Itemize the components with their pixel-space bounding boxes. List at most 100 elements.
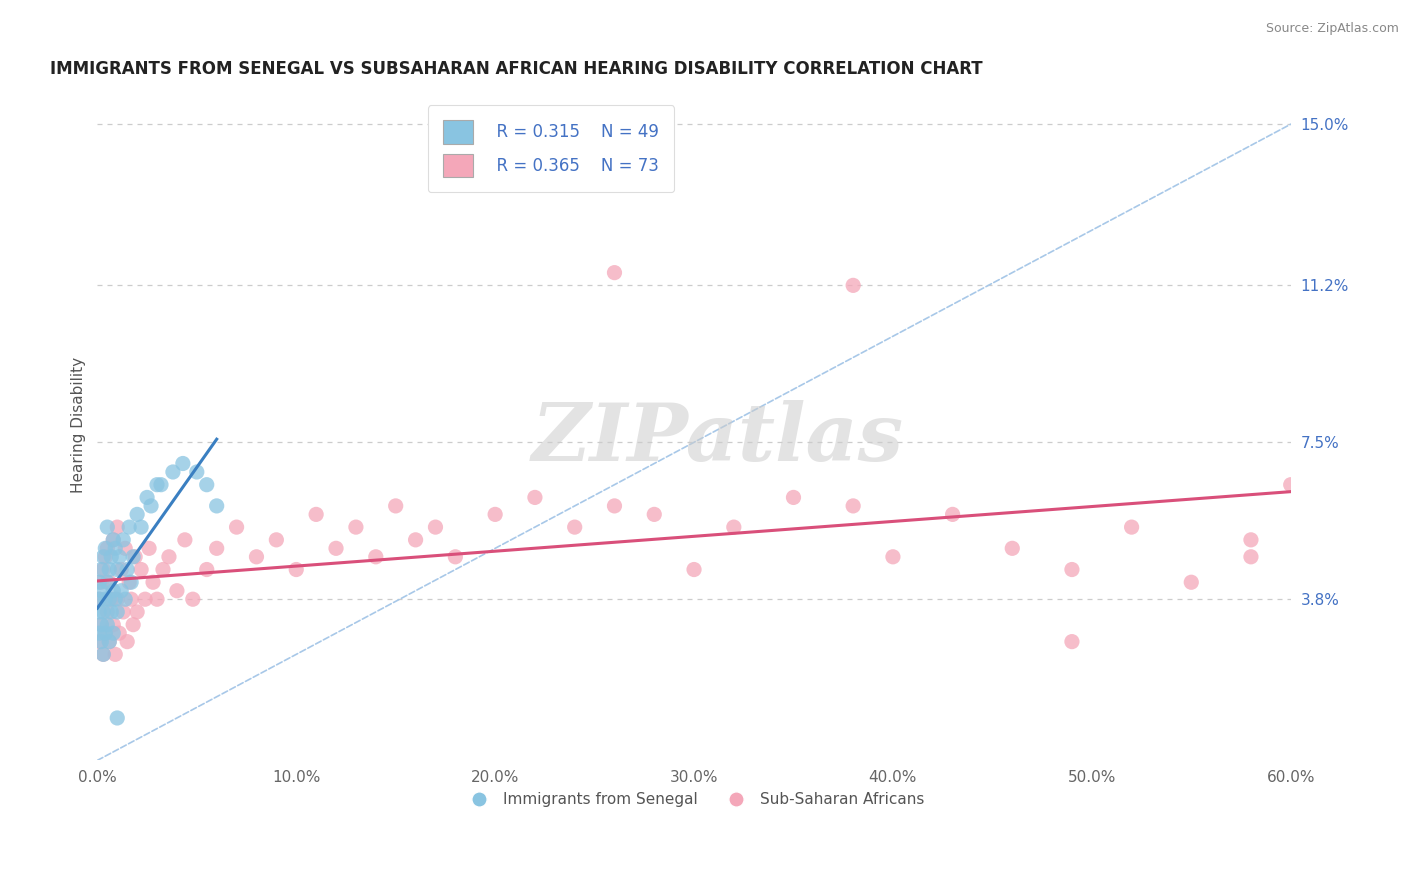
- Point: [90, 634, 112, 648]
- Point: [1060, 634, 1083, 648]
- Point: [723, 520, 745, 534]
- Point: [108, 549, 131, 564]
- Legend: Immigrants from Senegal, Sub-Saharan Africans: Immigrants from Senegal, Sub-Saharan Afr…: [457, 786, 931, 813]
- Point: [181, 592, 204, 607]
- Point: [138, 541, 160, 556]
- Point: [110, 562, 132, 576]
- Point: [1240, 549, 1263, 564]
- Point: [173, 533, 195, 547]
- Point: [103, 617, 125, 632]
- Point: [96, 605, 118, 619]
- Point: [96, 575, 118, 590]
- Point: [100, 549, 122, 564]
- Point: [325, 541, 347, 556]
- Point: [89, 605, 111, 619]
- Point: [129, 562, 152, 576]
- Point: [100, 592, 122, 607]
- Point: [112, 533, 135, 547]
- Point: [90, 575, 112, 590]
- Point: [90, 617, 112, 632]
- Point: [105, 520, 128, 534]
- Point: [134, 592, 156, 607]
- Point: [1240, 533, 1263, 547]
- Point: [882, 549, 904, 564]
- Point: [104, 541, 127, 556]
- Point: [405, 533, 427, 547]
- Point: [94, 592, 117, 607]
- Point: [136, 491, 159, 505]
- Point: [124, 549, 146, 564]
- Point: [172, 457, 194, 471]
- Point: [166, 583, 188, 598]
- Point: [1060, 562, 1083, 576]
- Point: [122, 617, 145, 632]
- Point: [114, 541, 136, 556]
- Point: [104, 592, 127, 607]
- Point: [603, 266, 626, 280]
- Point: [108, 626, 131, 640]
- Point: [91, 648, 114, 662]
- Point: [425, 520, 447, 534]
- Point: [120, 575, 142, 590]
- Point: [150, 477, 173, 491]
- Text: Source: ZipAtlas.com: Source: ZipAtlas.com: [1265, 22, 1399, 36]
- Point: [842, 278, 865, 293]
- Point: [94, 541, 117, 556]
- Point: [100, 605, 122, 619]
- Point: [842, 499, 865, 513]
- Point: [364, 549, 387, 564]
- Point: [1279, 477, 1302, 491]
- Point: [96, 617, 118, 632]
- Point: [344, 520, 367, 534]
- Point: [89, 592, 111, 607]
- Point: [105, 605, 128, 619]
- Point: [782, 491, 804, 505]
- Point: [94, 626, 117, 640]
- Point: [127, 605, 149, 619]
- Point: [89, 626, 111, 640]
- Point: [118, 520, 141, 534]
- Point: [96, 541, 118, 556]
- Point: [186, 465, 208, 479]
- Point: [225, 520, 247, 534]
- Point: [105, 711, 128, 725]
- Point: [146, 477, 169, 491]
- Point: [98, 562, 121, 576]
- Point: [152, 562, 174, 576]
- Point: [94, 549, 117, 564]
- Point: [146, 592, 169, 607]
- Point: [129, 520, 152, 534]
- Point: [91, 605, 114, 619]
- Point: [112, 605, 135, 619]
- Point: [114, 592, 136, 607]
- Point: [89, 634, 111, 648]
- Point: [90, 562, 112, 576]
- Point: [103, 583, 125, 598]
- Point: [98, 575, 121, 590]
- Point: [103, 626, 125, 640]
- Point: [122, 549, 145, 564]
- Point: [96, 520, 118, 534]
- Point: [157, 549, 180, 564]
- Point: [305, 508, 328, 522]
- Point: [90, 583, 112, 598]
- Point: [94, 626, 117, 640]
- Point: [142, 575, 165, 590]
- Point: [118, 575, 141, 590]
- Point: [105, 592, 128, 607]
- Point: [91, 562, 114, 576]
- Point: [603, 499, 626, 513]
- Point: [564, 520, 586, 534]
- Point: [285, 562, 308, 576]
- Point: [110, 583, 132, 598]
- Point: [115, 562, 138, 576]
- Point: [89, 575, 111, 590]
- Point: [127, 508, 149, 522]
- Point: [195, 562, 218, 576]
- Point: [1001, 541, 1024, 556]
- Point: [91, 648, 114, 662]
- Point: [89, 592, 111, 607]
- Y-axis label: Hearing Disability: Hearing Disability: [72, 358, 86, 493]
- Point: [1180, 575, 1202, 590]
- Point: [105, 562, 128, 576]
